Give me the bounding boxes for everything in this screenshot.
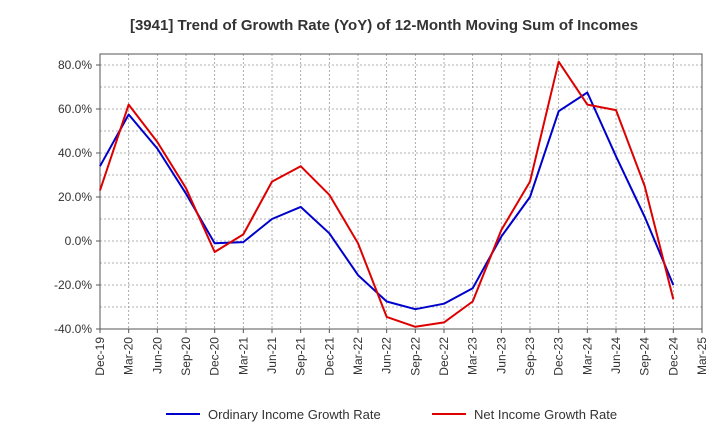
axes: -40.0% -20.0% 0.0% 20.0% 40.0% 60.0% 80.0% Dec-… (54, 53, 709, 376)
x-tick-label: Jun-21 (265, 337, 279, 374)
y-tick-label: -40.0% (54, 322, 92, 336)
y-tick-label: -20.0% (54, 278, 92, 292)
x-tick-label: Dec-19 (93, 337, 107, 376)
x-tick-label: Jun-23 (494, 337, 508, 374)
y-tick-label: 0.0% (65, 234, 93, 248)
x-tick-label: Jun-20 (150, 337, 164, 374)
x-tick-label: Sep-24 (638, 337, 652, 376)
y-tick-label: 20.0% (58, 190, 92, 204)
x-tick-label: Mar-25 (695, 337, 709, 375)
series-lines (99, 60, 675, 328)
y-tick-label: 80.0% (58, 58, 92, 72)
plot-frame (99, 53, 703, 330)
x-tick-label: Mar-22 (351, 337, 365, 375)
legend-label: Ordinary Income Growth Rate (208, 407, 381, 422)
chart-title: [3941] Trend of Growth Rate (YoY) of 12-… (130, 17, 638, 34)
x-tick-label: Dec-20 (208, 337, 222, 376)
y-tick-label: 40.0% (58, 146, 92, 160)
y-tick-label: 60.0% (58, 102, 92, 116)
legend: Ordinary Income Growth Rate Net Income Gr… (166, 407, 617, 422)
x-tick-label: Mar-24 (580, 337, 594, 375)
x-tick-label: Mar-20 (122, 337, 136, 375)
x-tick-label: Dec-23 (552, 337, 566, 376)
x-tick-label: Jun-22 (380, 337, 394, 374)
x-tick-label: Sep-23 (523, 337, 537, 376)
x-tick-label: Mar-23 (466, 337, 480, 375)
x-tick-label: Jun-24 (609, 337, 623, 374)
x-tick-label: Mar-21 (236, 337, 250, 375)
x-tick-label: Dec-24 (666, 337, 680, 376)
series-line-2 (99, 60, 675, 328)
x-tick-label: Sep-21 (294, 337, 308, 376)
grid-lines (99, 54, 703, 330)
x-tick-label: Dec-22 (437, 337, 451, 376)
legend-label: Net Income Growth Rate (474, 407, 617, 422)
x-tick-label: Sep-22 (408, 337, 422, 376)
series-line-1 (99, 91, 675, 311)
x-tick-label: Sep-20 (179, 337, 193, 376)
x-tick-label: Dec-21 (322, 337, 336, 376)
